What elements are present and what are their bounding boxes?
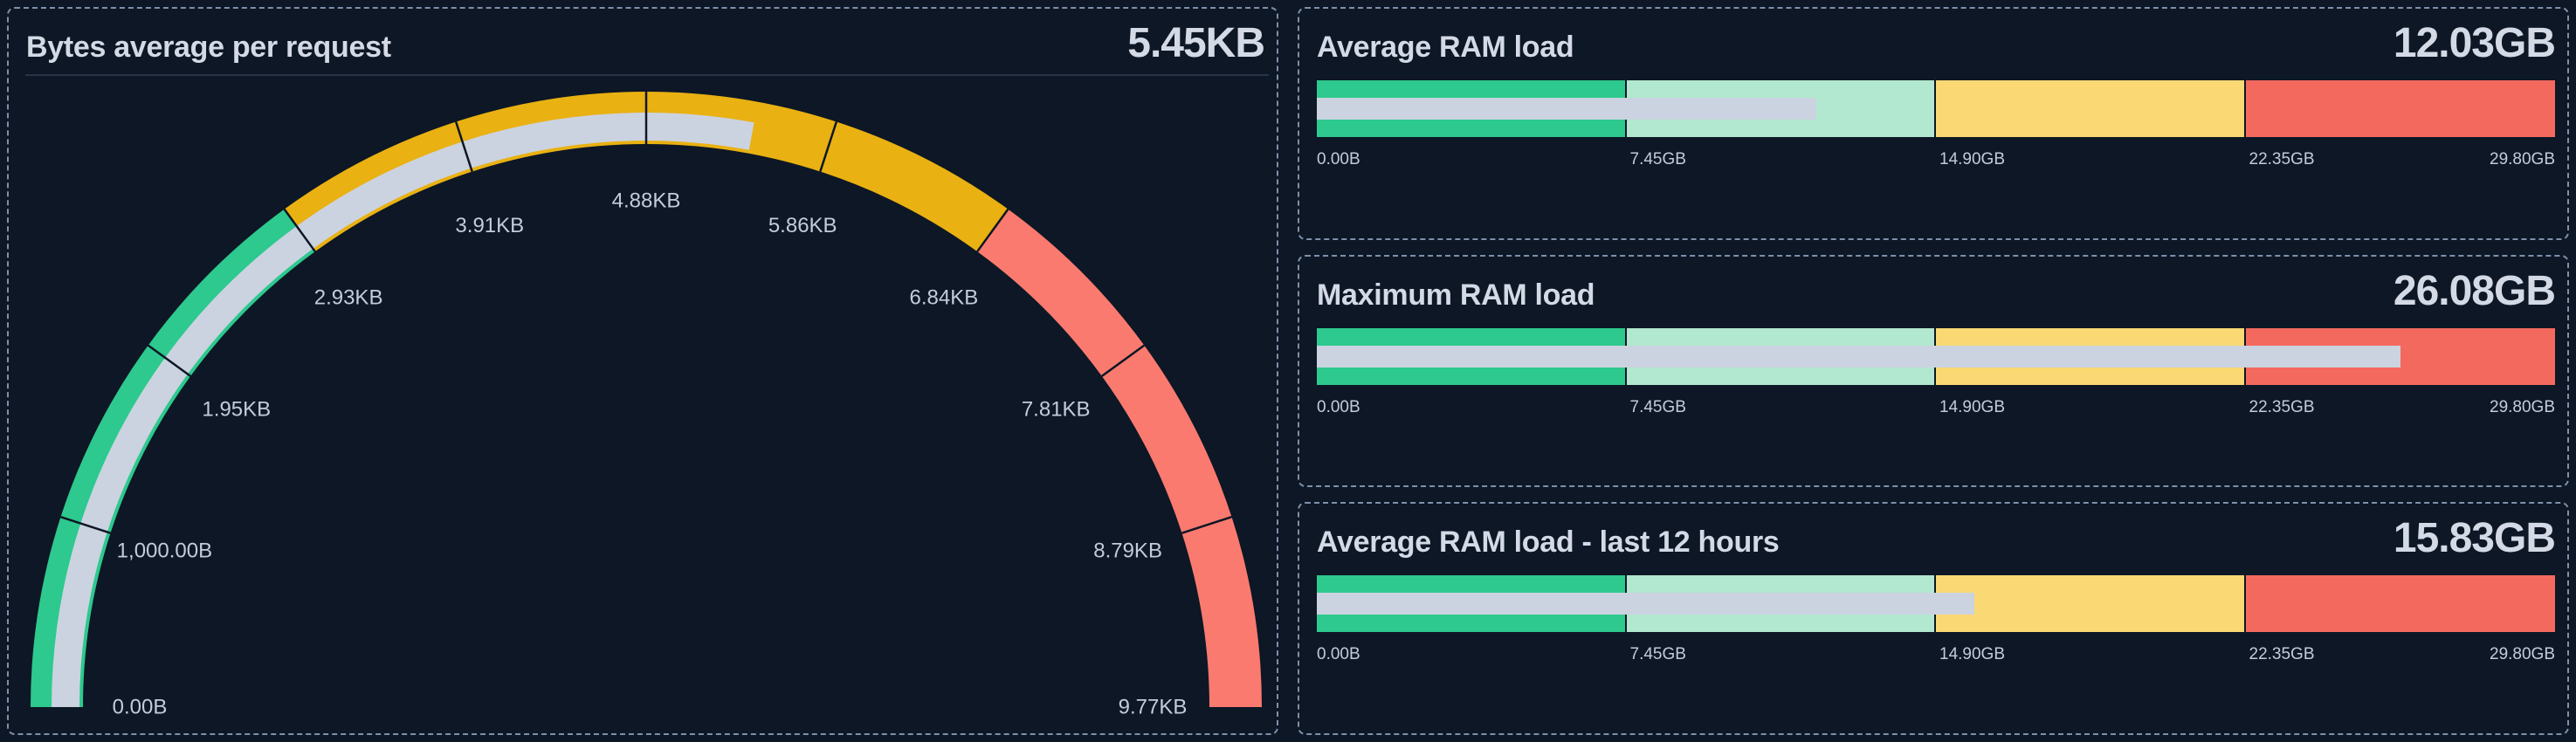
panel-average-ram-load-last-12-hours: Average RAM load - last 12 hours 15.83GB…: [1298, 502, 2569, 735]
bar-gauge-track: [1317, 80, 2555, 137]
panel-title: Average RAM load - last 12 hours: [1317, 526, 1780, 559]
bar-axis: 0.00B 7.45GB 14.90GB 22.35GB 29.80GB: [1317, 645, 2555, 666]
axis-tick-label: 14.90GB: [1939, 645, 2005, 663]
axis-tick-label: 14.90GB: [1939, 398, 2005, 416]
gauge-tick: [976, 208, 1009, 252]
panel-title: Maximum RAM load: [1317, 278, 1595, 312]
gauge-chart: 0.00B 1,000.00B 1.95KB 2.93KB 3.91KB 4.88KB 5.…: [31, 91, 1262, 719]
gauge-tick: [283, 208, 316, 252]
axis-tick-label: 22.35GB: [2249, 645, 2315, 663]
panel-title: Average RAM load: [1317, 31, 1574, 64]
bar-value-bar: [1317, 346, 2400, 368]
gauge-tick-label: 0.00B: [113, 696, 168, 719]
bar-value-bar: [1317, 98, 1817, 120]
gauge-tick: [819, 121, 838, 172]
axis-tick-label: 22.35GB: [2249, 150, 2315, 168]
axis-tick-label: 7.45GB: [1629, 645, 1686, 663]
axis-tick-label: 0.00B: [1317, 398, 1360, 416]
bar-band-segment-3: [2245, 575, 2555, 632]
gauge-tick-label: 6.84KB: [910, 285, 979, 309]
gauge-tick-label: 4.88KB: [612, 189, 681, 213]
bar-gauge-track: [1317, 328, 2555, 385]
gauge-tick-label: 1,000.00B: [117, 539, 212, 562]
panel-title: Bytes average per request: [26, 31, 391, 64]
panel-bytes-average-per-request: Bytes average per request 5.45KB 0.00B 1,…: [7, 7, 1278, 735]
panel-header: Average RAM load - last 12 hours 15.83GB: [1299, 504, 2567, 561]
panel-header: Average RAM load 12.03GB: [1299, 9, 2567, 66]
gauge-tick: [454, 121, 473, 172]
gauge-tick: [60, 515, 111, 534]
gauge-tick-label: 3.91KB: [455, 214, 524, 237]
gauge-value-arc: [52, 113, 754, 708]
bar-band-segment-3: [2245, 80, 2555, 137]
gauge-tick-label: 7.81KB: [1022, 398, 1091, 422]
bar-axis: 0.00B 7.45GB 14.90GB 22.35GB 29.80GB: [1317, 150, 2555, 171]
gauge-tick-label: 8.79KB: [1093, 539, 1162, 562]
bar-band-segment-2: [1936, 80, 2246, 137]
panel-value: 15.83GB: [2393, 515, 2556, 561]
bar-band-segment-2: [1936, 575, 2246, 632]
gauge-tick: [147, 344, 191, 377]
gauge-band-segment-0: [31, 209, 315, 708]
panel-average-ram-load: Average RAM load 12.03GB 0.00B 7.45GB 14…: [1298, 7, 2569, 240]
panel-value: 5.45KB: [1127, 20, 1265, 66]
gauge-tick: [1101, 344, 1146, 377]
panel-header: Bytes average per request 5.45KB: [9, 9, 1277, 66]
bar-gauge-track: [1317, 575, 2555, 632]
gauge-tick-label: 5.86KB: [768, 214, 837, 237]
axis-tick-label: 7.45GB: [1629, 398, 1686, 416]
axis-tick-label: 14.90GB: [1939, 150, 2005, 168]
panel-value: 26.08GB: [2393, 268, 2556, 314]
gauge-tick-label: 2.93KB: [314, 285, 383, 309]
panel-value: 12.03GB: [2393, 20, 2556, 66]
axis-tick-label: 29.80GB: [2490, 150, 2555, 168]
axis-tick-label: 29.80GB: [2490, 398, 2555, 416]
axis-tick-label: 29.80GB: [2490, 645, 2555, 663]
gauge-tick: [1181, 515, 1232, 534]
bar-axis: 0.00B 7.45GB 14.90GB 22.35GB 29.80GB: [1317, 398, 2555, 419]
gauge-tick-label: 1.95KB: [202, 398, 271, 422]
gauge-band-segment-2: [977, 209, 1262, 708]
gauge-tick-label: 9.77KB: [1119, 696, 1188, 719]
axis-tick-label: 7.45GB: [1629, 150, 1686, 168]
header-divider: [25, 73, 1269, 76]
axis-tick-label: 0.00B: [1317, 645, 1360, 663]
panel-maximum-ram-load: Maximum RAM load 26.08GB 0.00B 7.45GB 14…: [1298, 255, 2569, 487]
axis-tick-label: 0.00B: [1317, 150, 1360, 168]
panel-header: Maximum RAM load 26.08GB: [1299, 257, 2567, 314]
axis-tick-label: 22.35GB: [2249, 398, 2315, 416]
bar-value-bar: [1317, 593, 1975, 615]
